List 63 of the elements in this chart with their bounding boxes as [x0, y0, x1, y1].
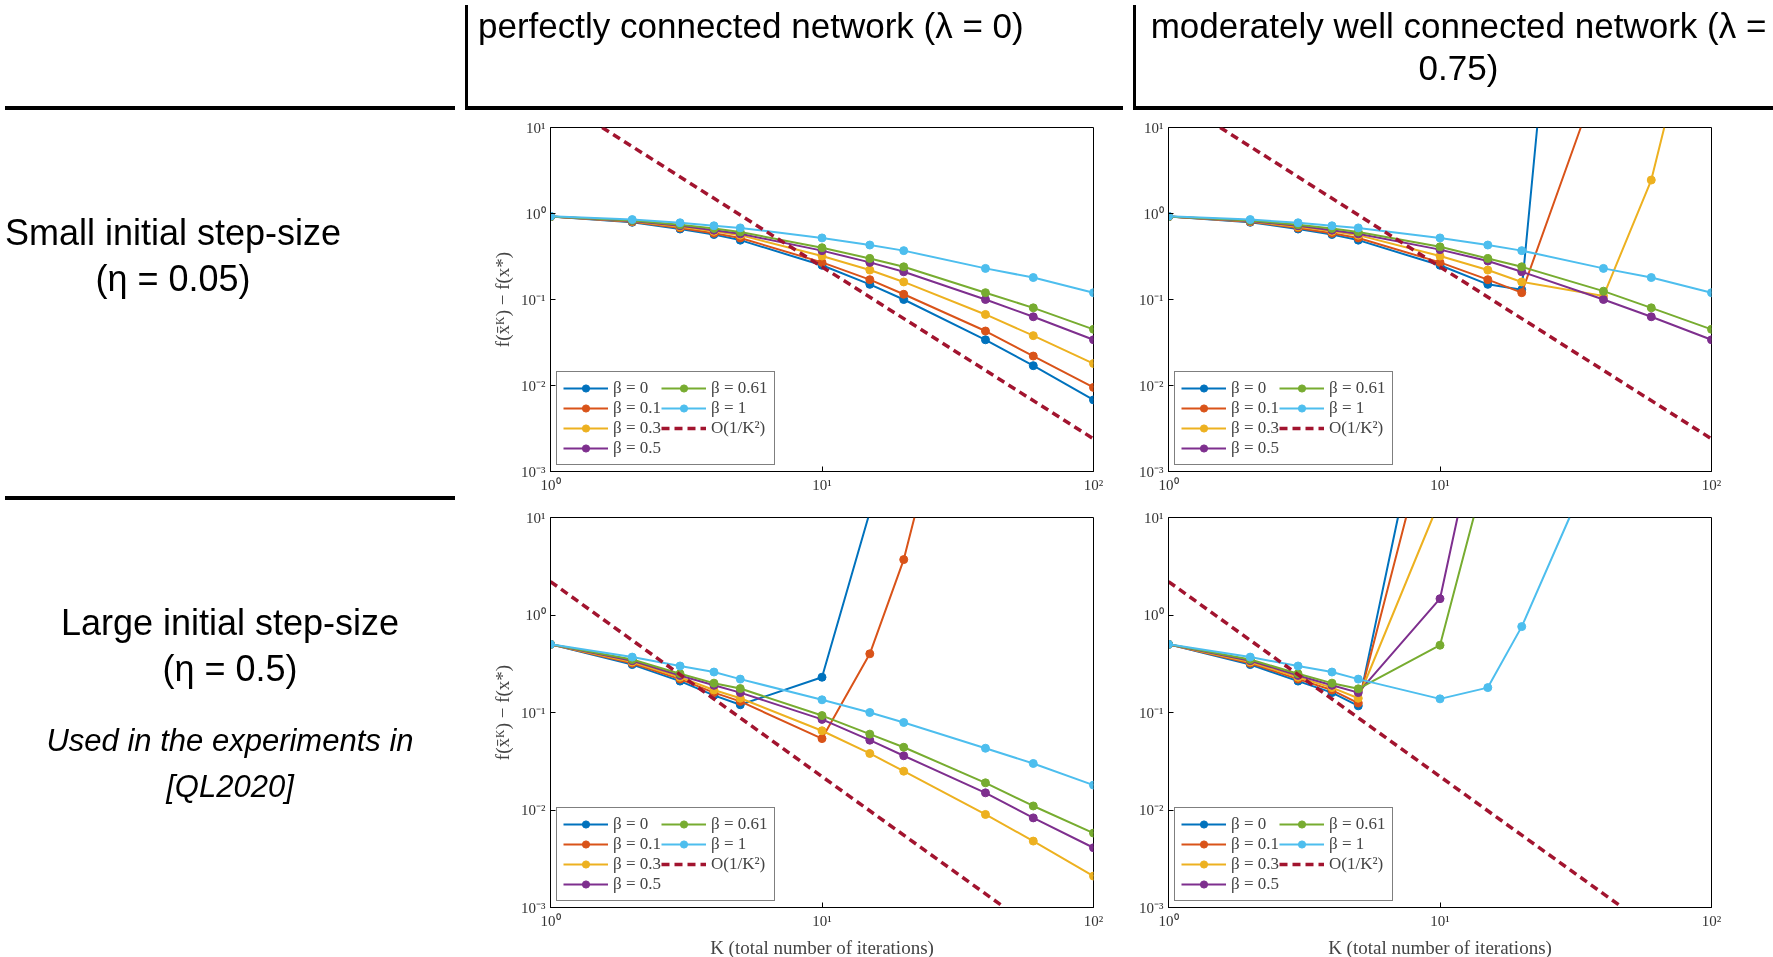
- y-tick-label: 10⁻¹: [521, 291, 546, 308]
- legend-label: β = 0.3: [1231, 854, 1279, 874]
- legend-label: β = 0.61: [711, 814, 768, 834]
- legend-label: O(1/K²): [1329, 854, 1384, 874]
- x-tick-label: 10¹: [1430, 912, 1450, 929]
- legend-label: β = 0: [1231, 378, 1267, 398]
- x-tick-label: 10¹: [812, 912, 832, 929]
- y-tick-label: 10⁻¹: [1139, 704, 1164, 721]
- y-tick-label: 10⁰: [525, 205, 546, 222]
- text: (η = 0.05): [94, 257, 252, 301]
- legend-label: β = 0.3: [613, 854, 661, 874]
- chart-title: moderately well connected network (λ = 0.75): [1149, 5, 1768, 89]
- y-tick-label: 10⁰: [525, 607, 546, 623]
- legend-label: β = 0.61: [1329, 378, 1386, 398]
- y-axis-title: f(x̄ᴷ) − f(x*): [492, 251, 514, 348]
- x-tick-label: 10²: [1083, 912, 1104, 929]
- legend-label: β = 0.5: [1231, 874, 1279, 894]
- y-tick-label: 10⁰: [1143, 607, 1164, 623]
- y-tick-label: 10¹: [526, 509, 546, 526]
- y-tick-label: 10⁻¹: [521, 704, 546, 721]
- y-tick-label: 10⁰: [1143, 205, 1164, 222]
- legend-label: β = 0: [613, 814, 649, 834]
- legend-label: O(1/K²): [711, 854, 766, 874]
- x-axis-title: K (total number of iterations): [1328, 936, 1552, 957]
- text: Small initial step-size: [5, 211, 342, 255]
- legend-label: β = 0: [1231, 814, 1267, 834]
- y-tick-label: 10⁻²: [521, 802, 546, 818]
- x-tick-label: 10²: [1701, 476, 1722, 493]
- legend-label: β = 0.61: [1329, 814, 1386, 834]
- legend-label: β = 0.3: [1231, 418, 1279, 438]
- y-tick-label: 10¹: [1144, 119, 1164, 136]
- y-tick-label: 10¹: [1144, 509, 1164, 526]
- legend-label: β = 0.1: [613, 834, 661, 854]
- legend-label: β = 0.1: [613, 398, 661, 418]
- x-tick-label: 10²: [1701, 912, 1722, 929]
- legend-label: β = 1: [711, 398, 747, 418]
- x-tick-label: 10²: [1083, 476, 1104, 493]
- legend-label: β = 0.3: [613, 418, 661, 438]
- y-tick-label: 10⁻²: [521, 377, 546, 394]
- legend-label: β = 1: [1329, 398, 1365, 418]
- text: Used in the experiments in [QL2020]: [45, 722, 415, 806]
- y-tick-label: 10⁻²: [1139, 377, 1164, 394]
- legend-label: β = 0.5: [613, 438, 661, 458]
- legend-label: β = 0.5: [1231, 438, 1279, 458]
- y-tick-label: 10⁻²: [1139, 802, 1164, 818]
- legend-label: β = 0.61: [711, 378, 768, 398]
- y-tick-label: 10¹: [526, 119, 546, 136]
- legend-label: β = 0: [613, 378, 649, 398]
- legend-label: β = 0.1: [1231, 398, 1279, 418]
- legend-label: O(1/K²): [711, 418, 766, 438]
- text: Large initial step-size: [59, 601, 401, 645]
- legend-label: β = 0.5: [613, 874, 661, 894]
- x-axis-title: K (total number of iterations): [710, 936, 934, 957]
- legend-label: β = 1: [711, 834, 747, 854]
- legend-label: O(1/K²): [1329, 418, 1384, 438]
- text: (η = 0.5): [161, 647, 299, 691]
- legend-label: β = 0.1: [1231, 834, 1279, 854]
- chart-title: perfectly connected network (λ = 0): [478, 5, 1024, 47]
- y-axis-title: f(x̄ᴷ) − f(x*): [492, 664, 514, 761]
- legend-label: β = 1: [1329, 834, 1365, 854]
- y-tick-label: 10⁻¹: [1139, 291, 1164, 308]
- x-tick-label: 10¹: [1430, 476, 1450, 493]
- x-tick-label: 10¹: [812, 476, 832, 493]
